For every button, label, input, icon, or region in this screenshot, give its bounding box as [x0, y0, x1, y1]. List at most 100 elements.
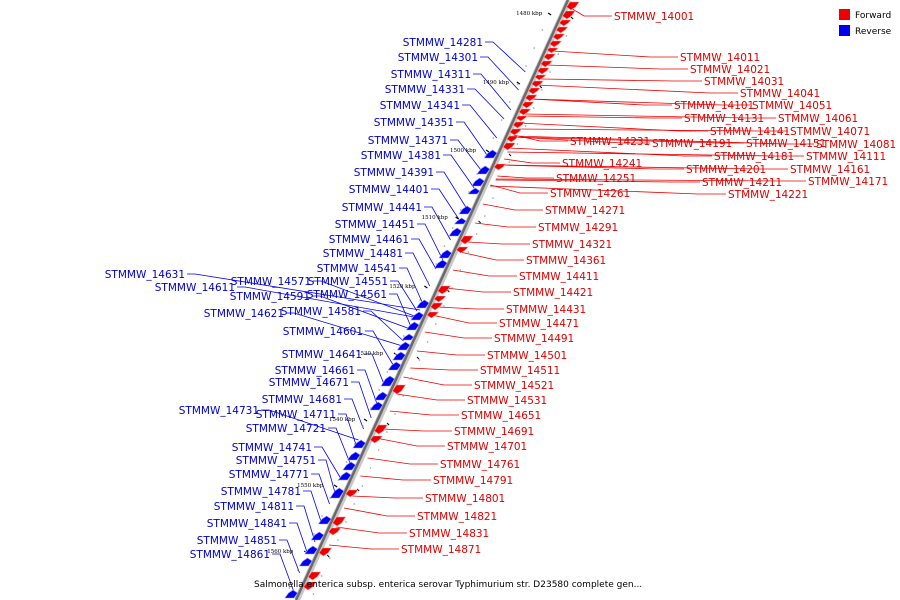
forward-gene-label[interactable]: STMMW_14051: [752, 100, 832, 112]
forward-gene-feature[interactable]: [546, 47, 560, 54]
forward-gene-label[interactable]: STMMW_14201: [686, 164, 766, 176]
reverse-gene-label[interactable]: STMMW_14381: [361, 150, 441, 162]
reverse-gene-feature[interactable]: [392, 351, 406, 361]
forward-gene-feature[interactable]: [558, 19, 572, 27]
forward-gene-label[interactable]: STMMW_14701: [447, 441, 527, 453]
reverse-gene-label[interactable]: STMMW_14781: [221, 486, 301, 498]
forward-gene-label[interactable]: STMMW_14031: [704, 76, 784, 88]
forward-gene-label[interactable]: STMMW_14791: [433, 475, 513, 487]
reverse-gene-label[interactable]: STMMW_14481: [323, 248, 403, 260]
forward-gene-label[interactable]: STMMW_14531: [467, 395, 547, 407]
forward-gene-label[interactable]: STMMW_14421: [513, 287, 593, 299]
forward-gene-feature[interactable]: [332, 516, 347, 527]
reverse-gene-label[interactable]: STMMW_14731: [179, 405, 259, 417]
reverse-gene-feature[interactable]: [298, 557, 313, 567]
reverse-gene-feature[interactable]: [342, 461, 356, 471]
forward-gene-label[interactable]: STMMW_14251: [556, 173, 636, 185]
forward-gene-feature[interactable]: [430, 302, 444, 311]
forward-gene-label[interactable]: STMMW_14041: [740, 88, 820, 100]
forward-gene-feature[interactable]: [493, 163, 507, 171]
forward-gene-label[interactable]: STMMW_14511: [480, 365, 560, 377]
reverse-gene-feature[interactable]: [380, 375, 395, 387]
forward-gene-feature[interactable]: [561, 10, 576, 20]
forward-gene-feature[interactable]: [506, 135, 520, 143]
reverse-gene-label[interactable]: STMMW_14541: [317, 263, 397, 275]
forward-gene-feature[interactable]: [531, 80, 544, 88]
reverse-gene-feature[interactable]: [415, 299, 430, 309]
reverse-gene-feature[interactable]: [453, 217, 467, 225]
reverse-gene-label[interactable]: STMMW_14581: [281, 306, 361, 318]
forward-gene-feature[interactable]: [391, 384, 407, 395]
forward-gene-feature[interactable]: [318, 547, 333, 557]
forward-gene-feature[interactable]: [566, 1, 580, 11]
reverse-gene-feature[interactable]: [346, 451, 361, 461]
reverse-gene-label[interactable]: STMMW_14841: [207, 518, 287, 530]
forward-gene-label[interactable]: STMMW_14271: [545, 205, 625, 217]
forward-gene-feature[interactable]: [515, 115, 529, 122]
reverse-gene-label[interactable]: STMMW_14671: [269, 377, 349, 389]
forward-gene-label[interactable]: STMMW_14521: [474, 380, 554, 392]
forward-gene-label[interactable]: STMMW_14111: [806, 151, 886, 163]
reverse-gene-feature[interactable]: [387, 361, 402, 371]
forward-gene-feature[interactable]: [369, 435, 383, 444]
reverse-gene-label[interactable]: STMMW_14461: [329, 234, 409, 246]
reverse-gene-label[interactable]: STMMW_14571: [231, 276, 311, 288]
forward-gene-feature[interactable]: [549, 40, 563, 48]
forward-gene-feature[interactable]: [536, 67, 550, 75]
reverse-gene-label[interactable]: STMMW_14311: [391, 69, 471, 81]
forward-gene-feature[interactable]: [534, 74, 547, 81]
reverse-gene-label[interactable]: STMMW_14771: [229, 469, 309, 481]
forward-gene-label[interactable]: STMMW_14801: [425, 493, 505, 505]
reverse-gene-label[interactable]: STMMW_14341: [380, 100, 460, 112]
forward-gene-label[interactable]: STMMW_14831: [409, 528, 489, 540]
reverse-gene-label[interactable]: STMMW_14281: [403, 37, 483, 49]
forward-gene-label[interactable]: STMMW_14141: [710, 126, 790, 138]
forward-gene-feature[interactable]: [518, 108, 532, 116]
forward-gene-feature[interactable]: [437, 285, 451, 295]
forward-gene-label[interactable]: STMMW_14871: [401, 544, 481, 556]
forward-gene-feature[interactable]: [328, 527, 342, 536]
reverse-gene-label[interactable]: STMMW_14331: [385, 84, 465, 96]
forward-gene-label[interactable]: STMMW_14231: [570, 136, 650, 148]
forward-gene-feature[interactable]: [509, 128, 523, 136]
forward-gene-label[interactable]: STMMW_14471: [499, 318, 579, 330]
forward-gene-label[interactable]: STMMW_14131: [684, 113, 764, 125]
reverse-gene-feature[interactable]: [405, 321, 420, 331]
reverse-gene-label[interactable]: STMMW_14711: [256, 409, 336, 421]
forward-gene-label[interactable]: STMMW_14431: [506, 304, 586, 316]
reverse-gene-label[interactable]: STMMW_14811: [214, 501, 294, 513]
forward-gene-feature[interactable]: [459, 235, 474, 245]
forward-gene-label[interactable]: STMMW_14081: [816, 139, 896, 151]
reverse-gene-label[interactable]: STMMW_14721: [246, 423, 326, 435]
reverse-gene-feature[interactable]: [410, 311, 424, 321]
reverse-gene-feature[interactable]: [329, 487, 345, 499]
reverse-gene-feature[interactable]: [369, 401, 384, 411]
forward-gene-feature[interactable]: [303, 581, 317, 591]
forward-gene-label[interactable]: STMMW_14321: [532, 239, 612, 251]
forward-gene-label[interactable]: STMMW_14691: [454, 426, 534, 438]
reverse-gene-label[interactable]: STMMW_14861: [190, 549, 270, 561]
reverse-gene-feature[interactable]: [337, 471, 352, 481]
forward-gene-feature[interactable]: [512, 121, 526, 129]
forward-gene-feature[interactable]: [502, 142, 516, 151]
forward-gene-label[interactable]: STMMW_14151: [746, 138, 826, 150]
reverse-gene-label[interactable]: STMMW_14641: [282, 349, 362, 361]
forward-gene-label[interactable]: STMMW_14191: [652, 138, 732, 150]
reverse-gene-label[interactable]: STMMW_14611: [155, 282, 235, 294]
reverse-gene-label[interactable]: STMMW_14851: [197, 535, 277, 547]
reverse-gene-label[interactable]: STMMW_14681: [262, 394, 342, 406]
forward-gene-feature[interactable]: [527, 87, 541, 95]
forward-gene-label[interactable]: STMMW_14011: [680, 52, 760, 64]
forward-gene-feature[interactable]: [433, 295, 447, 303]
reverse-gene-feature[interactable]: [284, 589, 298, 599]
reverse-gene-label[interactable]: STMMW_14561: [307, 289, 387, 301]
reverse-gene-label[interactable]: STMMW_14551: [308, 276, 388, 288]
reverse-gene-feature[interactable]: [476, 165, 491, 175]
reverse-gene-label[interactable]: STMMW_14591: [230, 291, 310, 303]
forward-gene-label[interactable]: STMMW_14761: [440, 459, 520, 471]
forward-gene-label[interactable]: STMMW_14101: [674, 100, 754, 112]
reverse-gene-feature[interactable]: [374, 391, 388, 401]
reverse-gene-feature[interactable]: [396, 341, 411, 351]
forward-gene-label[interactable]: STMMW_14001: [614, 11, 694, 23]
reverse-gene-label[interactable]: STMMW_14401: [349, 184, 429, 196]
